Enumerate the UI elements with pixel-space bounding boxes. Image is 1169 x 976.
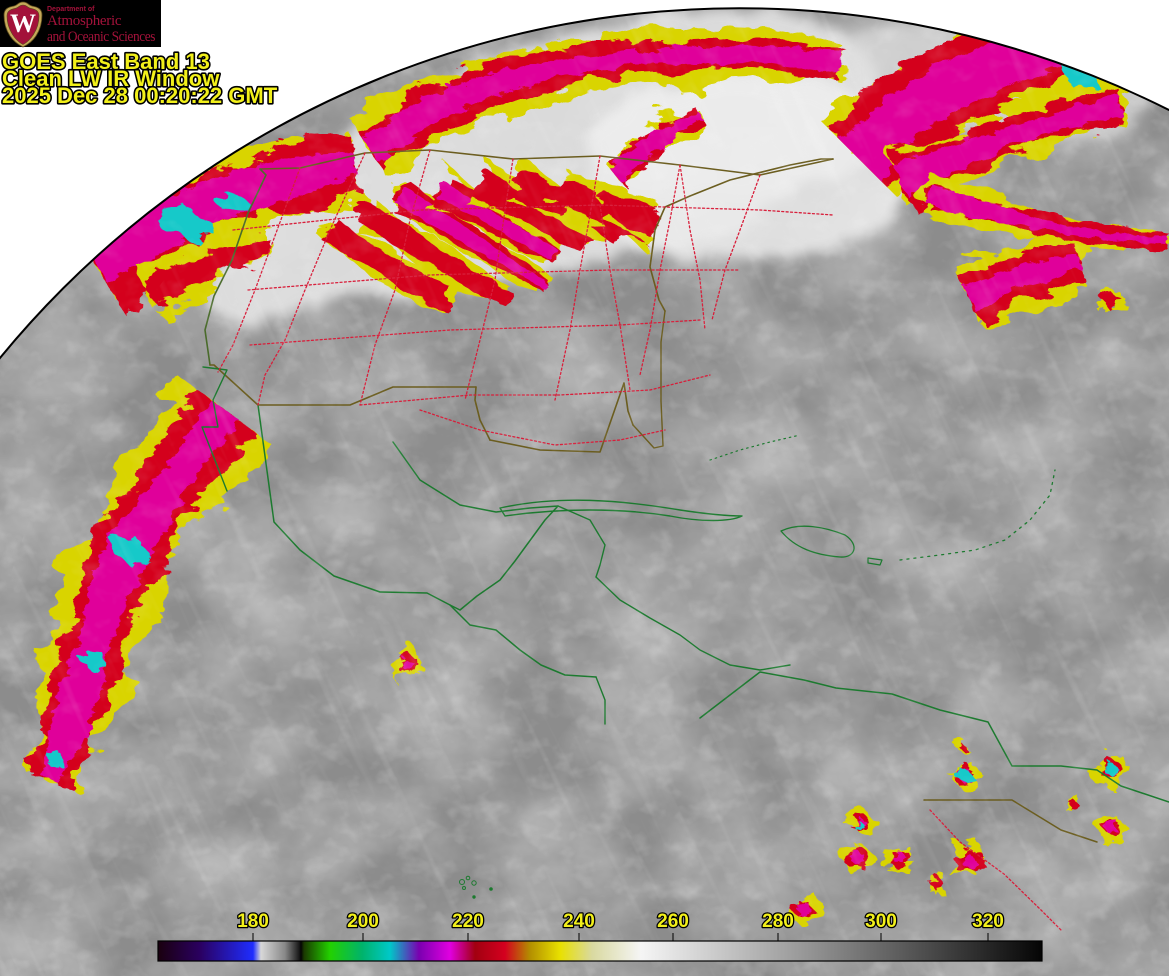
svg-text:300: 300 [865, 911, 897, 932]
svg-text:200: 200 [347, 911, 379, 932]
svg-text:Department of: Department of [47, 6, 95, 13]
svg-text:2025 Dec 28 00:20:22 GMT: 2025 Dec 28 00:20:22 GMT [2, 83, 278, 108]
svg-text:320: 320 [972, 911, 1004, 932]
svg-text:180: 180 [237, 911, 269, 932]
svg-text:Atmospheric: Atmospheric [47, 13, 122, 29]
svg-text:W: W [10, 9, 36, 38]
svg-text:280: 280 [762, 911, 794, 932]
svg-text:and Oceanic Sciences: and Oceanic Sciences [47, 29, 156, 45]
svg-text:220: 220 [452, 911, 484, 932]
svg-text:240: 240 [563, 911, 595, 932]
svg-text:260: 260 [657, 911, 689, 932]
